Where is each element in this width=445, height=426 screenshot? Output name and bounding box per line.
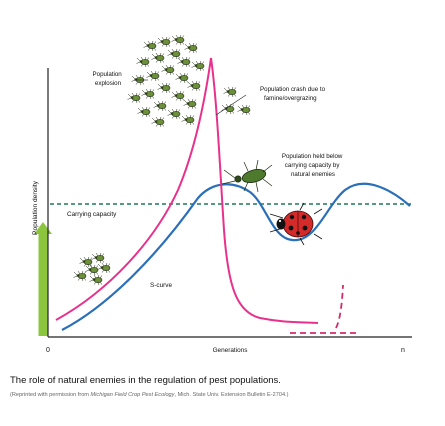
crash-label: Population crash due to famine/overgrazi… bbox=[260, 86, 327, 102]
ground-beetle-icon bbox=[221, 159, 273, 193]
y-axis-label: Population density bbox=[32, 180, 39, 235]
aphid-scatter-icon bbox=[221, 86, 251, 116]
resurgence-dashed-curve bbox=[290, 284, 360, 334]
aphid-small-cluster-icon bbox=[73, 252, 111, 286]
figure-caption-credit: (Reprinted with permission from Michigan… bbox=[10, 392, 289, 398]
figure-caption-title: The role of natural enemies in the regul… bbox=[10, 375, 281, 386]
s-curve-label: S-curve bbox=[150, 282, 172, 289]
s-curve-line bbox=[61, 182, 411, 331]
ladybug-icon bbox=[269, 202, 323, 246]
explosion-crash-curve bbox=[55, 57, 319, 324]
crash-pointer bbox=[215, 94, 247, 116]
carrying-capacity-label: Carrying capacity bbox=[67, 211, 117, 218]
explosion-label: Population explosion bbox=[93, 71, 124, 87]
aphid-cluster-icon bbox=[127, 34, 205, 128]
x-axis-start-label: 0 bbox=[46, 347, 50, 354]
held-below-label: Population held below carrying capacity … bbox=[282, 153, 344, 178]
growth-arrow-shaft bbox=[38, 232, 48, 336]
x-axis-end-label: n bbox=[401, 347, 405, 354]
x-axis-label: Generations bbox=[213, 347, 248, 354]
